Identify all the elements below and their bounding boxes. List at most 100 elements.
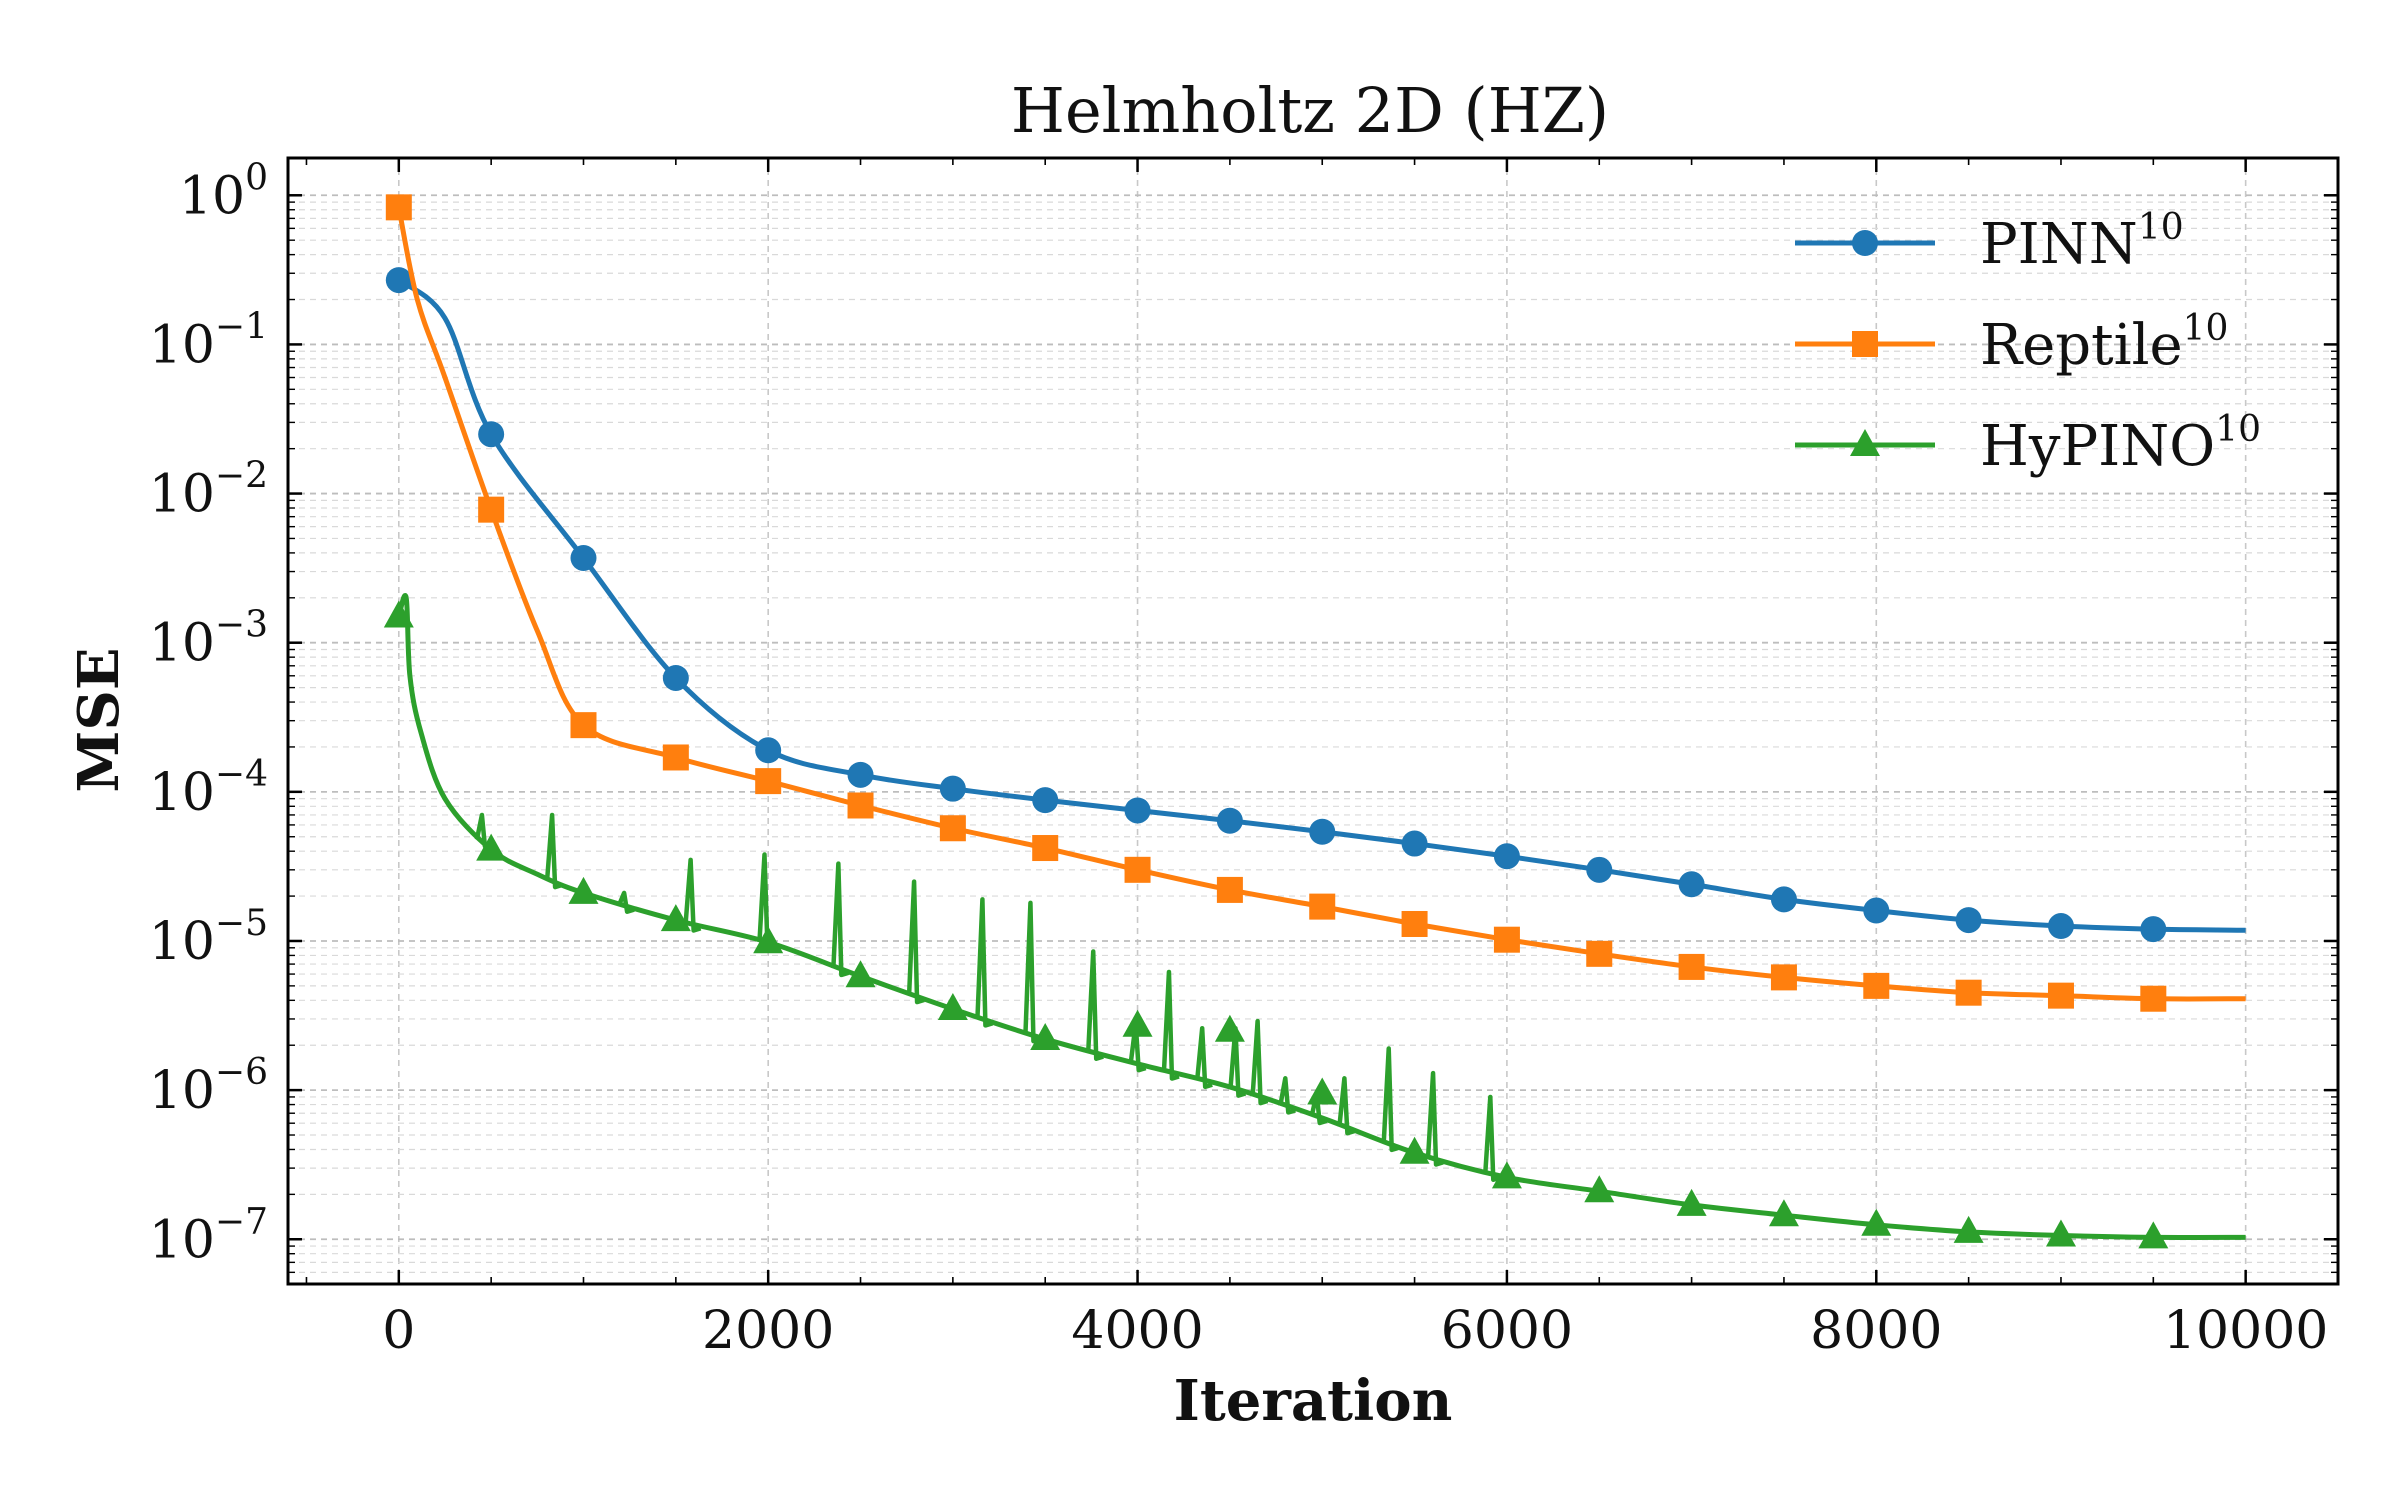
spike-hypino: [1250, 1018, 1269, 1106]
marker-hypino: [476, 833, 507, 861]
marker-hypino: [1768, 1199, 1799, 1227]
spike-hypino: [1381, 1046, 1400, 1153]
spike-hypino: [1483, 1094, 1501, 1183]
legend-item-hypino: HyPINO10: [1795, 409, 2261, 479]
series-reptile: [385, 194, 2246, 1012]
marker-hypino: [1953, 1215, 1984, 1243]
marker-pinn: [755, 737, 782, 764]
marker-hypino: [1399, 1136, 1430, 1164]
marker-reptile: [1401, 910, 1428, 937]
spike-hypino: [906, 879, 925, 1005]
marker-reptile: [2140, 985, 2167, 1012]
spike-hypino: [1085, 949, 1104, 1062]
marker-pinn: [1863, 897, 1890, 924]
marker-reptile: [1309, 893, 1336, 920]
series-layer: [383, 194, 2246, 1249]
y-axis-label: MSE: [66, 647, 132, 792]
y-tick-label: 10−1: [149, 306, 268, 375]
spike-hypino: [831, 861, 850, 978]
chart-title: Helmholtz 2D (HZ): [1011, 74, 1609, 147]
marker-hypino: [660, 904, 691, 932]
marker-reptile: [755, 768, 782, 795]
legend-item-pinn: PINN10: [1795, 207, 2184, 277]
marker-hypino: [1030, 1023, 1061, 1051]
marker-reptile: [478, 496, 505, 523]
legend: PINN10 Reptile10 HyPINO10: [1795, 207, 2261, 479]
marker-reptile: [1124, 856, 1151, 883]
x-axis-label: Iteration: [1174, 1368, 1453, 1434]
marker-reptile: [1770, 964, 1797, 991]
marker-pinn: [847, 761, 874, 788]
spike-hypino: [975, 897, 994, 1028]
spike-hypino: [544, 812, 563, 890]
spike-hypino: [1228, 1025, 1247, 1098]
marker-hypino: [2045, 1219, 2076, 1247]
marker-pinn: [385, 267, 412, 294]
spike-hypino: [1194, 1025, 1213, 1090]
x-tick-label: 0: [382, 1301, 415, 1361]
y-tick-label: 10−3: [149, 605, 268, 674]
marker-reptile: [1863, 972, 1890, 999]
y-tick-label: 10−2: [149, 456, 268, 525]
spike-hypino: [1309, 1091, 1328, 1126]
marker-pinn: [1309, 818, 1336, 845]
grid: [288, 158, 2338, 1284]
marker-hypino: [937, 992, 968, 1020]
marker-hypino: [383, 600, 414, 628]
series-line-pinn: [397, 278, 2246, 933]
x-tick-label: 8000: [1810, 1301, 1942, 1361]
marker-reptile: [1216, 876, 1243, 903]
marker-reptile: [2047, 982, 2074, 1009]
y-tick-label: 10−5: [149, 903, 268, 972]
y-tick-label: 10−4: [149, 754, 268, 823]
marker-pinn: [570, 544, 597, 571]
marker-hypino: [1584, 1175, 1615, 1203]
legend-label: Reptile10: [1980, 308, 2228, 378]
marker-hypino: [1122, 1009, 1153, 1037]
marker-hypino: [2138, 1221, 2169, 1249]
marker-hypino: [1491, 1161, 1522, 1189]
series-hypino: [383, 593, 2246, 1249]
marker-hypino: [568, 876, 599, 904]
marker-hypino: [1861, 1208, 1892, 1236]
marker-pinn: [1493, 843, 1520, 870]
marker-hypino: [1676, 1188, 1707, 1216]
marker-reptile: [385, 194, 412, 221]
axis-ticks: 0 2000 4000 6000 8000 10000 100 10−1 10−2 10−3 10−…: [149, 157, 2339, 1361]
marker-pinn: [1770, 886, 1797, 913]
marker-reptile: [1678, 953, 1705, 980]
marker-pinn: [2047, 913, 2074, 940]
marker-hypino: [1307, 1077, 1338, 1105]
marker-hypino: [845, 960, 876, 988]
marker-reptile: [570, 712, 597, 739]
marker-pinn: [1401, 830, 1428, 857]
spike-hypino: [1278, 1076, 1296, 1115]
marker-reptile: [1586, 940, 1613, 967]
spike-hypino: [1337, 1076, 1356, 1136]
legend-marker: [1852, 331, 1878, 357]
x-tick-label: 10000: [2163, 1301, 2328, 1361]
spike-hypino: [1425, 1070, 1444, 1167]
marker-reptile: [847, 792, 874, 819]
legend-label: HyPINO10: [1980, 409, 2261, 479]
marker-reptile: [662, 744, 689, 771]
y-tick-label: 10−7: [149, 1201, 268, 1270]
x-tick-label: 6000: [1441, 1301, 1573, 1361]
marker-reptile: [1493, 926, 1520, 953]
marker-pinn: [1955, 907, 1982, 934]
marker-pinn: [478, 421, 505, 448]
marker-pinn: [1586, 856, 1613, 883]
marker-pinn: [939, 775, 966, 802]
legend-marker: [1850, 429, 1880, 456]
spike-hypino: [617, 890, 635, 914]
marker-pinn: [1216, 807, 1243, 834]
legend-marker: [1852, 230, 1878, 256]
marker-reptile: [1032, 835, 1059, 862]
x-tick-label: 2000: [702, 1301, 834, 1361]
spike-hypino: [1128, 1021, 1147, 1073]
legend-item-reptile: Reptile10: [1795, 308, 2228, 378]
marker-hypino: [753, 926, 784, 954]
y-tick-label: 10−6: [149, 1052, 268, 1121]
